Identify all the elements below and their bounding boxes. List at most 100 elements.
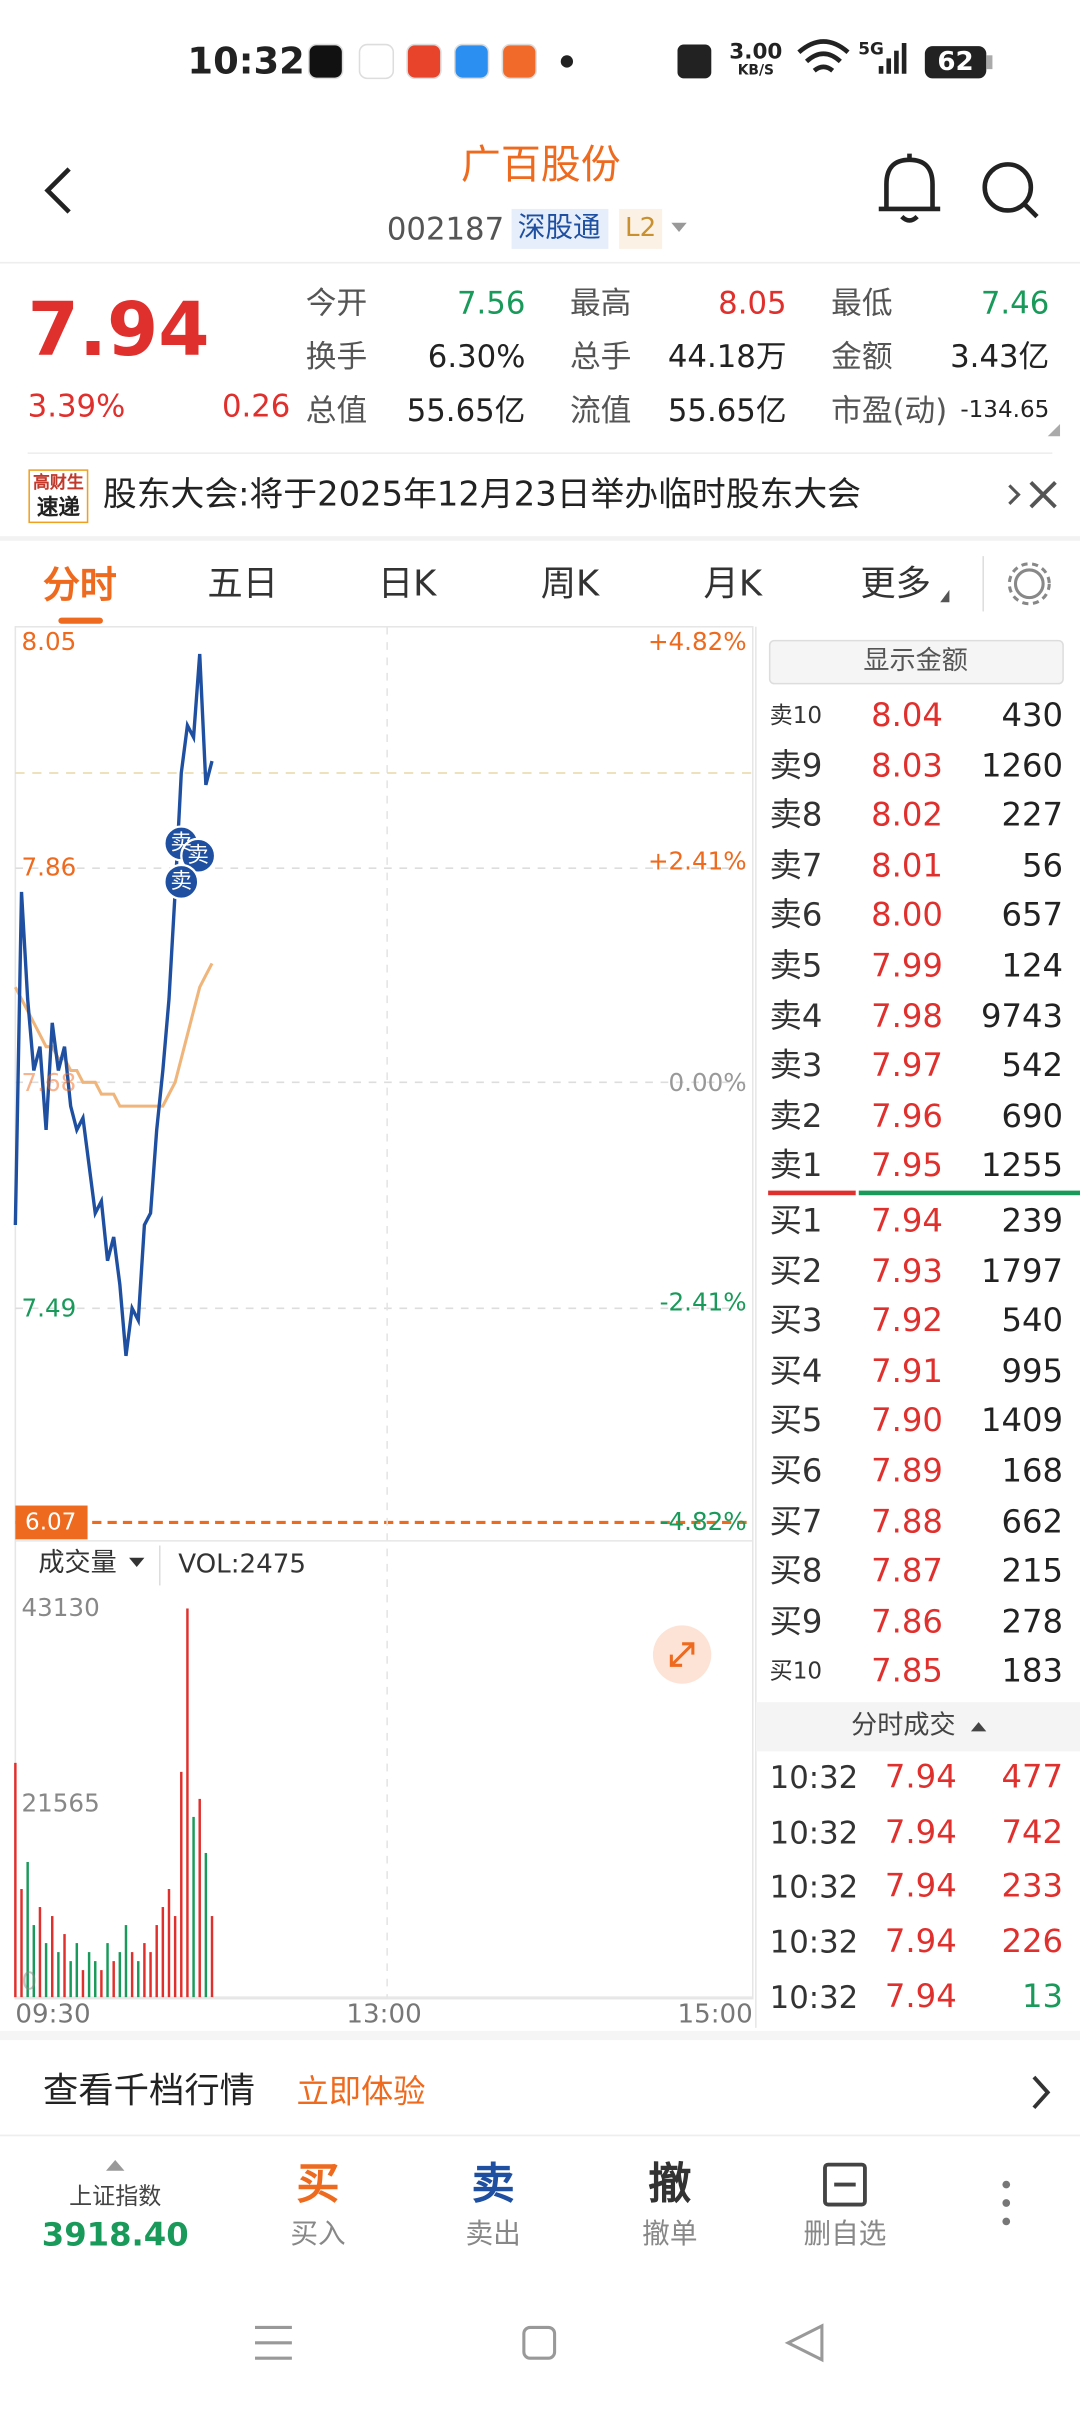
volume-bar [118,1952,122,1998]
promo-arrow[interactable] [1032,2075,1051,2110]
nav-icon-char[interactable]: 买 [296,2158,340,2210]
book-label: 卖3 [769,1047,823,1085]
toggle-button[interactable] [768,639,1064,685]
nav-label[interactable]: 撤单 [642,2218,698,2251]
stat-value: 3.43亿 [950,337,1050,375]
volume-bar [186,1608,189,1998]
trades-caret [970,1722,987,1732]
volume-bar [106,1943,109,1998]
search-button[interactable] [982,162,1034,213]
book-price: 8.00 [871,897,943,934]
signal-bar [886,58,892,74]
nav-label[interactable]: 卖出 [465,2218,521,2251]
book-price: 7.90 [871,1402,943,1440]
price-line [13,653,214,1357]
level-box [619,208,663,249]
trade-price: 7.94 [884,1758,957,1796]
pct-tick-label: +4.82% [647,626,747,656]
book-volume: 995 [1001,1352,1064,1390]
trades-title[interactable]: 分时成交 [851,1710,956,1742]
promo-text[interactable]: 查看千档行情 [43,2071,256,2112]
nav-label[interactable]: 买入 [290,2218,346,2251]
tab[interactable]: 分时 [43,563,117,607]
volume-tick-label: 21565 [21,1787,100,1817]
x-tick-label: 09:30 [15,1999,91,2031]
volume-bar [198,1798,201,1998]
book-volume: 124 [1001,947,1064,984]
stock-tag: 深股通 [517,212,601,245]
level-caret [671,222,687,232]
tab[interactable]: 更多 [860,564,931,605]
volume-bar [204,1852,208,1998]
signal-bar [894,50,899,74]
stock-level: L2 [625,212,657,244]
wifi-icon [797,39,850,73]
volume-bar [69,1961,72,1998]
more-dot[interactable] [1002,2199,1011,2207]
tab[interactable]: 五日 [207,564,279,605]
stat-label: 总值 [305,391,368,429]
book-volume: 278 [1001,1602,1064,1640]
trade-volume: 226 [1001,1922,1064,1960]
volume-caret [129,1557,145,1567]
book-volume: 540 [1001,1302,1064,1340]
trade-time: 10:32 [769,1923,859,1961]
nav-label[interactable]: 删自选 [803,2218,887,2251]
volume-title[interactable]: 成交量 [38,1547,117,1579]
book-price: 7.87 [871,1552,943,1590]
book-label: 卖2 [769,1097,823,1135]
tab[interactable]: 周K [540,564,600,605]
book-volume: 227 [1001,796,1064,834]
news-badge-bottom: 速递 [36,496,80,521]
trade-price: 7.94 [884,1977,957,2015]
trade-price: 7.94 [884,1813,957,1850]
news-more[interactable] [1008,484,1021,505]
news-text[interactable]: 股东大会:将于2025年12月23日举办临时股东大会 [102,476,861,515]
more-dot[interactable] [1002,2217,1011,2226]
volume-bar [44,1943,48,1998]
tag-box [511,208,609,249]
book-price: 7.88 [871,1502,943,1540]
tab[interactable]: 月K [703,564,763,605]
stock-name: 广百股份 [460,142,621,189]
sys-back[interactable] [784,2323,824,2363]
book-label: 卖6 [769,897,823,934]
promo-action[interactable]: 立即体验 [296,2073,426,2111]
index-value[interactable]: 3918.40 [41,2216,189,2253]
sell-marker [163,863,200,900]
book-volume: 9743 [980,997,1064,1035]
pct-tick-label: -2.41% [659,1287,747,1317]
nav-icon-char[interactable]: 撤 [648,2158,692,2210]
status-network: 5G [858,39,884,60]
stat-label: 流值 [569,391,632,429]
back-button[interactable] [44,167,71,214]
settings-button[interactable] [1013,568,1045,600]
volume-tick-label: 0 [21,1966,38,1996]
section-gap [0,2030,1080,2041]
sell-marker-label: 卖 [170,869,193,895]
book-volume: 662 [1001,1502,1064,1540]
stat-label: 今开 [305,284,368,322]
tab[interactable]: 日K [377,564,437,605]
volume-bar [210,1916,214,1998]
more-dot[interactable] [1002,2180,1011,2189]
book-label: 买6 [769,1452,823,1490]
index-arrow [106,2159,125,2171]
book-label: 卖4 [769,997,823,1035]
sys-home[interactable] [522,2325,557,2360]
book-price: 7.86 [871,1602,943,1640]
nav-icon-char[interactable]: 卖 [471,2158,515,2210]
book-label: 买1 [769,1202,823,1240]
stat-value: 8.05 [718,284,787,322]
stat-value: 7.46 [980,284,1050,322]
tab-underline [58,617,103,624]
book-label: 卖9 [769,746,823,784]
stat-label: 市盈(动) [831,391,948,429]
index-name[interactable]: 上证指数 [69,2182,162,2210]
sys-menu[interactable] [255,2325,292,2360]
x-tick-label: 13:00 [346,1999,422,2031]
stat-value: 44.18万 [667,337,787,375]
bell-button[interactable] [878,153,941,223]
news-close[interactable] [1029,481,1057,509]
